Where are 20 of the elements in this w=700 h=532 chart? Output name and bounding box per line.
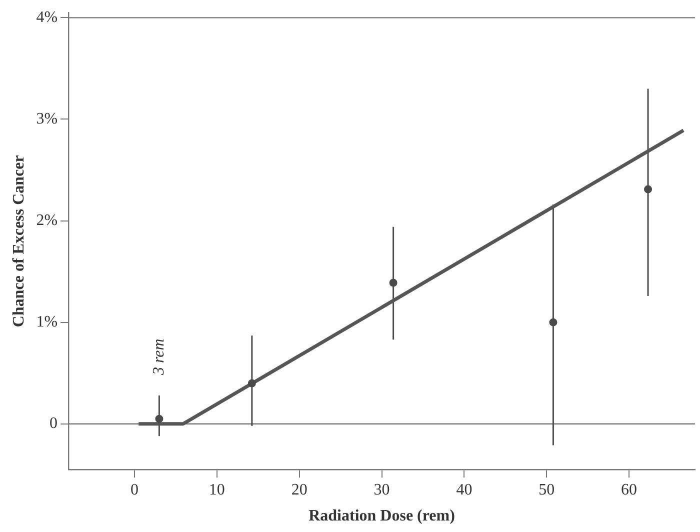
y-tick-label: 2% (36, 212, 58, 229)
point (644, 185, 652, 194)
y-tick-label: 1% (36, 314, 58, 331)
x-tick-label: 50 (538, 481, 555, 498)
x-tick-label: 20 (291, 481, 308, 498)
x-tick-label: 60 (621, 481, 638, 498)
y-tick-label: 3% (36, 110, 58, 128)
point (155, 414, 164, 423)
point (549, 318, 558, 326)
y-axis-title: Chance of Excess Cancer (10, 155, 28, 328)
point (389, 278, 398, 287)
annotation: 3 rem (150, 338, 168, 376)
x-tick-label: 30 (374, 481, 390, 498)
y-tick-label: 0 (50, 415, 58, 432)
y-tick-label: 4% (36, 8, 58, 26)
x-axis-title: Radiation Dose (rem) (308, 508, 455, 525)
point (248, 379, 256, 388)
x-tick-label: 40 (456, 481, 472, 498)
x-tick-label: 10 (208, 481, 225, 498)
x-tick-label: 0 (130, 481, 138, 498)
